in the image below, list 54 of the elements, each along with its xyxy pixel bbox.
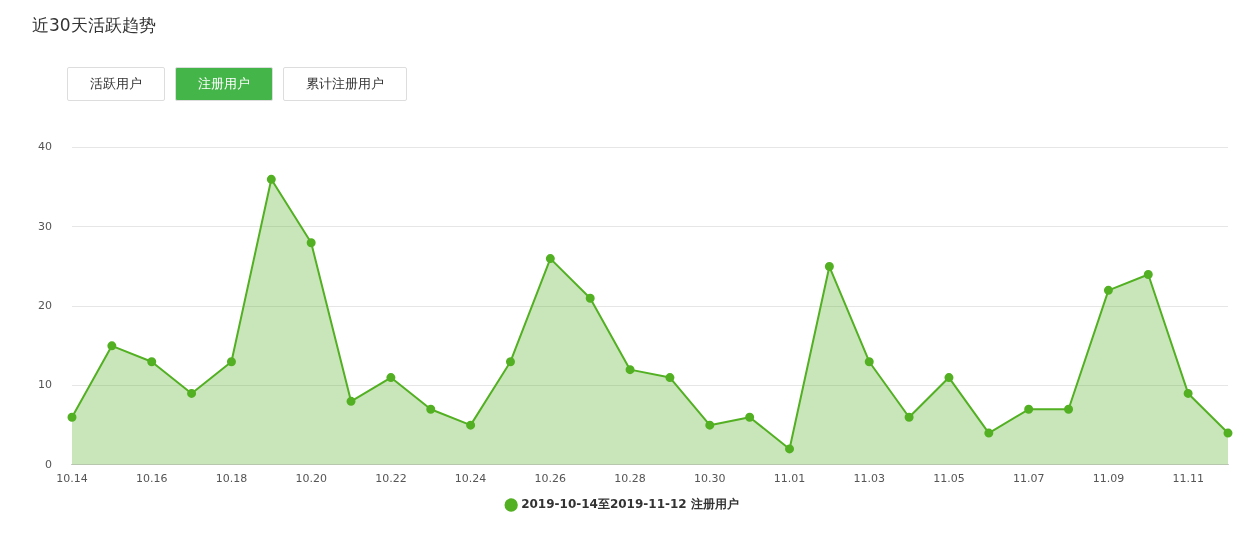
point — [785, 444, 795, 454]
point — [824, 262, 834, 272]
point — [944, 373, 954, 383]
point — [147, 357, 157, 367]
x-tick-label: 10.20 — [295, 472, 327, 486]
point — [904, 412, 914, 422]
point — [864, 357, 874, 367]
x-tick-label: 11.03 — [853, 472, 885, 486]
y-tick-label: 30 — [38, 219, 52, 233]
tab-button[interactable]: 累计注册用户 — [283, 67, 407, 101]
point — [745, 412, 755, 422]
x-tick-label: 10.18 — [215, 472, 248, 486]
point — [1064, 404, 1074, 414]
x-tick-label: 11.09 — [1092, 472, 1125, 486]
point — [67, 412, 77, 422]
x-tick-label: 11.01 — [773, 472, 806, 486]
x-tick-label: 10.30 — [694, 472, 726, 486]
point — [1024, 404, 1034, 414]
y-tick-label: 10 — [38, 378, 52, 392]
point — [107, 341, 117, 351]
x-tick-label: 10.28 — [614, 472, 646, 486]
y-tick-label: 20 — [38, 299, 52, 313]
x-tick-label: 10.22 — [375, 472, 407, 486]
point — [505, 357, 515, 367]
point — [1183, 388, 1193, 398]
chart-title: 近30天活跃趋势 — [32, 14, 157, 37]
y-tick-label: 40 — [38, 140, 52, 154]
x-tick-label: 11.05 — [933, 472, 965, 486]
point — [545, 254, 555, 264]
point — [1143, 269, 1153, 279]
x-tick-label: 10.14 — [56, 472, 88, 486]
point — [1223, 428, 1233, 438]
x-tick-label: 11.11 — [1172, 472, 1204, 486]
point — [466, 420, 476, 430]
x-tick-label: 10.26 — [534, 472, 567, 486]
point — [585, 293, 595, 303]
point — [306, 238, 316, 248]
point — [266, 174, 276, 184]
point — [386, 373, 396, 383]
point — [426, 404, 436, 414]
x-tick-label: 10.16 — [135, 472, 168, 486]
x-tick-label: 10.24 — [454, 472, 487, 486]
point — [187, 388, 197, 398]
x-tick-label: 11.07 — [1012, 472, 1045, 486]
point — [705, 420, 715, 430]
y-tick-label: 0 — [45, 457, 52, 471]
point — [665, 373, 675, 383]
point — [346, 396, 356, 406]
point — [1103, 285, 1113, 295]
tab-button[interactable]: 活跃用户 — [67, 67, 165, 101]
point — [984, 428, 994, 438]
point — [226, 357, 236, 367]
point — [625, 365, 635, 375]
legend-label: 2019-10-14至2019-11-12 注册用户 — [521, 497, 739, 512]
